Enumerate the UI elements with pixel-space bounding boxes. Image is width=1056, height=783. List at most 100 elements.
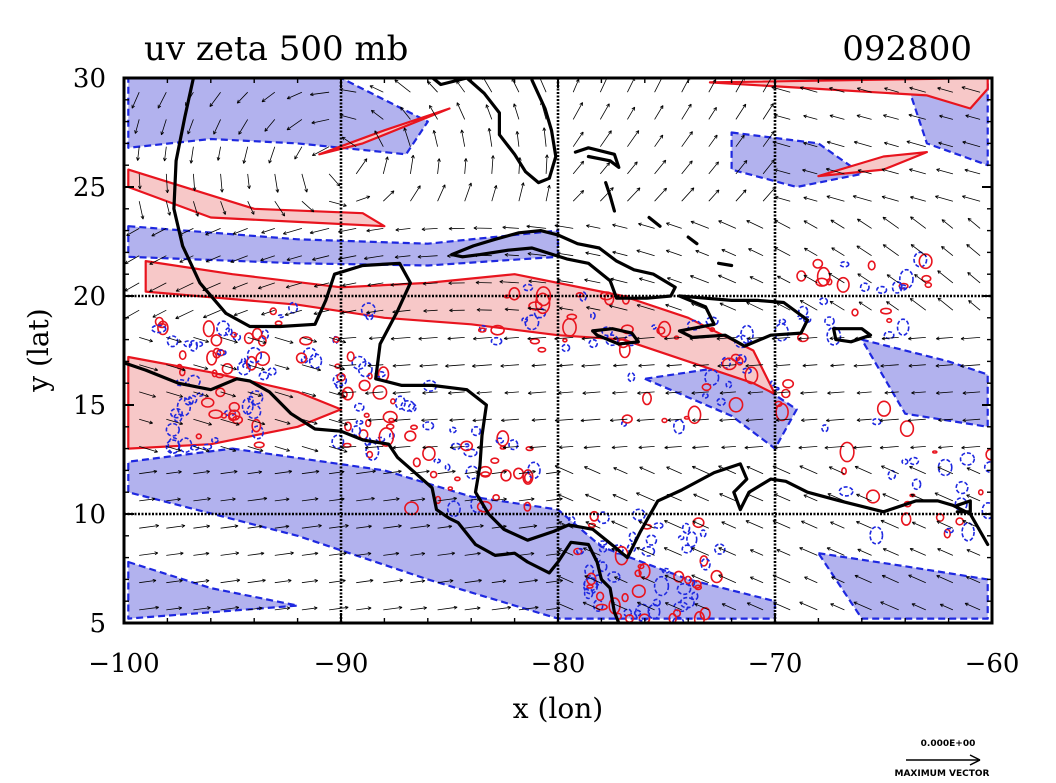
vorticity-contour-speck-251 — [840, 467, 847, 476]
vorticity-contour-speck-29 — [195, 433, 203, 440]
wind-vector-202 — [392, 445, 411, 450]
vorticity-contour-speck-187 — [699, 606, 711, 621]
vorticity-contour-speck-231 — [740, 324, 754, 345]
positive-vorticity-region-3 — [318, 107, 451, 156]
vorticity-contour-speck-65 — [375, 436, 386, 443]
wind-vector-196 — [247, 446, 264, 452]
wind-vector-557 — [487, 127, 493, 147]
wind-vector-246 — [719, 418, 736, 423]
wind-vector-510 — [935, 195, 954, 202]
wind-vector-379 — [858, 301, 872, 311]
wind-vector-315 — [853, 363, 872, 368]
coastline-0 — [172, 78, 990, 560]
vorticity-contour-speck-201 — [725, 380, 733, 389]
wind-vector-190 — [937, 466, 954, 475]
wind-vector-193 — [166, 446, 182, 452]
vorticity-contour-speck-299 — [797, 332, 809, 343]
wind-vector-85 — [691, 547, 709, 556]
coastline-12 — [955, 499, 972, 514]
vorticity-contour-speck-323 — [590, 311, 596, 320]
vorticity-contour-speck-205 — [704, 369, 720, 386]
wind-vector-82 — [611, 548, 628, 556]
vorticity-contour-speck-276 — [836, 276, 850, 293]
wind-vector-371 — [636, 304, 655, 311]
wind-vector-249 — [800, 418, 818, 423]
wind-vector-181 — [691, 465, 709, 475]
wind-vector-292 — [247, 364, 265, 371]
wind-vector-401 — [584, 278, 601, 284]
wind-vector-587 — [429, 104, 438, 120]
vorticity-contour-speck-141 — [699, 555, 709, 567]
wind-vector-635 — [856, 87, 872, 93]
vorticity-contour-speck-221 — [735, 354, 747, 364]
vorticity-contour-speck-262 — [901, 458, 909, 465]
wind-vector-218 — [824, 445, 845, 450]
x-axis-tick-labels: −100 −90 −80 −70 −60 — [88, 649, 1019, 679]
wind-vector-321 — [166, 337, 182, 343]
wind-vector-483 — [220, 201, 227, 215]
wind-vector-89 — [799, 547, 818, 556]
negative-vorticity-region-3 — [127, 560, 299, 620]
vorticity-contour-speck-117 — [433, 458, 442, 464]
wind-vector-367 — [527, 306, 547, 311]
wind-vector-4 — [247, 606, 263, 611]
vorticity-contour-speck-61 — [355, 419, 364, 425]
wind-vector-573 — [906, 140, 926, 148]
wind-vector-197 — [274, 446, 290, 452]
wind-vector-30 — [939, 603, 954, 611]
wind-vector-8 — [356, 606, 372, 611]
wind-vector-330 — [390, 336, 411, 341]
wind-vector-547 — [216, 146, 221, 161]
wind-vector-445 — [910, 244, 927, 257]
coastline-5 — [677, 294, 810, 348]
wind-vector-262 — [301, 391, 317, 398]
wind-vector-556 — [460, 129, 466, 147]
vorticity-contour-speck-228 — [673, 419, 685, 435]
wind-vector-328 — [338, 336, 357, 341]
wind-vector-312 — [774, 363, 791, 368]
wind-vector-219 — [853, 445, 872, 450]
wind-vector-408 — [776, 275, 791, 284]
wind-vector-404 — [666, 277, 682, 284]
x-tick-label: −100 — [88, 649, 159, 679]
wind-vector-566 — [735, 134, 745, 147]
wind-vector-53 — [691, 574, 709, 584]
vorticity-contour-speck-22 — [241, 397, 254, 415]
wind-vector-39 — [329, 579, 346, 584]
wind-vector-574 — [938, 141, 954, 148]
wind-vector-357 — [261, 309, 275, 316]
wind-vector-305 — [581, 364, 601, 368]
wind-vector-55 — [749, 576, 764, 584]
vorticity-contour-speck-233 — [621, 414, 633, 424]
vorticity-contour-speck-163 — [661, 567, 670, 574]
wind-vector-327 — [328, 337, 347, 344]
wind-vector-354 — [175, 309, 194, 320]
wind-vector-407 — [749, 276, 764, 284]
wind-vector-149 — [693, 493, 709, 502]
wind-vector-360 — [340, 309, 357, 315]
vorticity-contour-speck-16 — [215, 373, 224, 379]
vorticity-contour-speck-291 — [924, 281, 933, 289]
vorticity-contour-speck-127 — [525, 446, 534, 452]
wind-vector-620 — [456, 80, 466, 93]
vorticity-contour-speck-86 — [365, 441, 380, 461]
wind-vector-546 — [189, 146, 194, 164]
wind-vector-65 — [166, 551, 184, 556]
vorticity-contour-speck-273 — [824, 316, 835, 326]
wind-vector-446 — [941, 246, 954, 257]
wind-vector-layer — [124, 78, 981, 611]
wind-vector-564 — [681, 131, 693, 147]
vorticity-contour-speck-37 — [166, 335, 179, 348]
wind-vector-98 — [193, 524, 211, 529]
wind-vector-147 — [635, 492, 655, 502]
wind-vector-450 — [178, 228, 194, 236]
vorticity-contour-speck-118 — [495, 437, 505, 444]
vorticity-contour-speck-216 — [728, 396, 744, 413]
vorticity-contour-speck-293 — [818, 297, 829, 306]
wind-vector-253 — [907, 418, 926, 423]
x-tick-label: −70 — [748, 649, 803, 679]
vorticity-contour-speck-274 — [867, 260, 876, 271]
vorticity-contour-speck-286 — [859, 282, 870, 293]
wind-vector-293 — [274, 364, 290, 370]
wind-vector-282 — [827, 391, 845, 395]
